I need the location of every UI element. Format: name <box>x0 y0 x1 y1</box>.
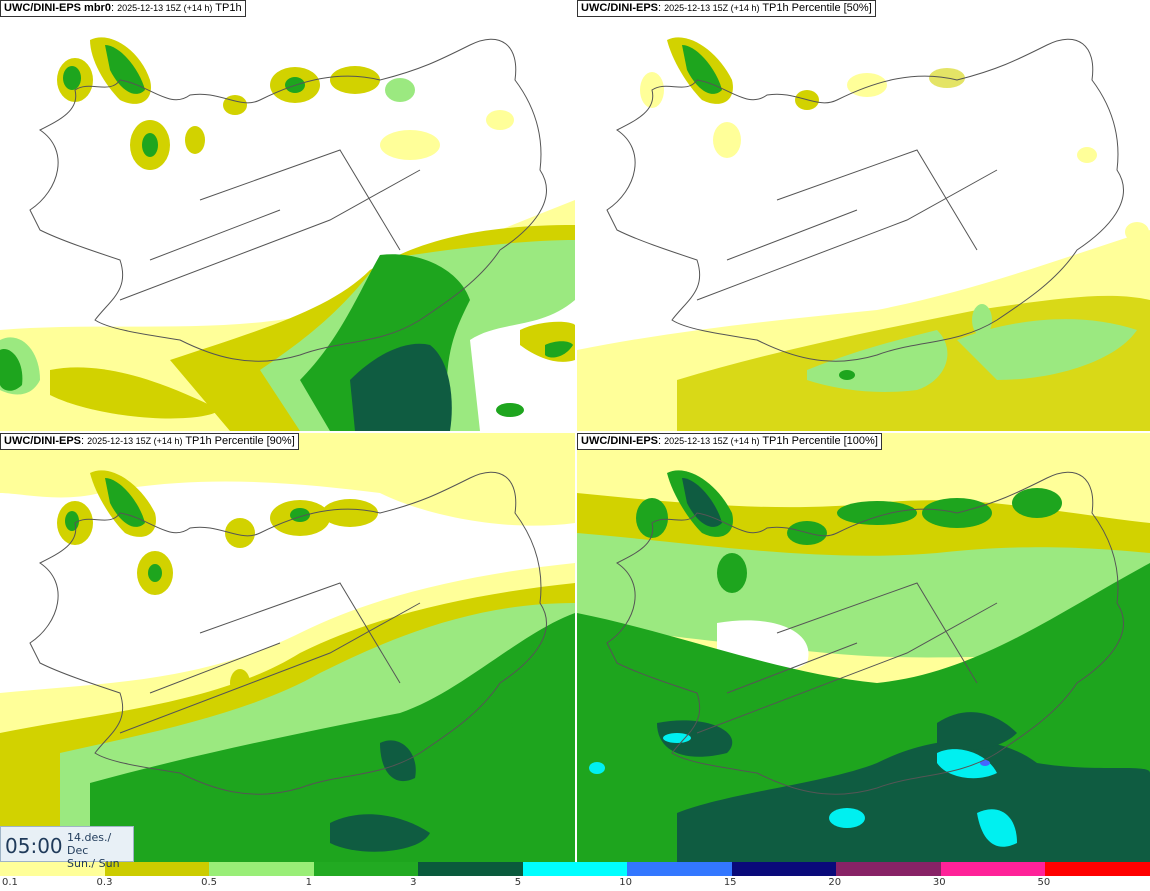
panel-model: UWC/DINI-EPS <box>4 435 81 447</box>
colorbar-segment <box>940 862 1047 876</box>
map-panel-p100: UWC/DINI-EPS: 2025-12-13 15Z (+14 h) TP1… <box>577 433 1150 862</box>
colorbar-segment <box>104 862 211 876</box>
colorbar-segment <box>836 862 942 876</box>
colorbar-tick-label: 0.3 <box>96 877 113 888</box>
panel-model: UWC/DINI-EPS mbr0 <box>4 2 111 14</box>
valid-day: Sun./ Sun <box>67 857 120 870</box>
colorbar-tick-label: 10 <box>619 877 632 888</box>
colorbar-segment <box>522 862 629 876</box>
valid-date-lines: 14.des./ Dec Sun./ Sun <box>67 831 133 870</box>
colorbar-tick-label: 15 <box>723 877 737 888</box>
panel-title-p50: UWC/DINI-EPS: 2025-12-13 15Z (+14 h) TP1… <box>577 0 876 17</box>
map-panel-p90: UWC/DINI-EPS: 2025-12-13 15Z (+14 h) TP1… <box>0 433 575 862</box>
panel-date: 2025-12-13 15Z (+14 h) <box>664 436 760 446</box>
colorbar-segment <box>313 862 420 876</box>
panel-title-p100: UWC/DINI-EPS: 2025-12-13 15Z (+14 h) TP1… <box>577 433 882 450</box>
map-panel-p50: UWC/DINI-EPS: 2025-12-13 15Z (+14 h) TP1… <box>577 0 1150 431</box>
panel-variable: TP1h <box>215 2 242 14</box>
coastline <box>606 471 1124 795</box>
panel-variable: TP1h Percentile [50%] <box>762 2 872 14</box>
colorbar-tick-label: 3 <box>410 877 417 888</box>
precip-field <box>0 37 575 431</box>
precip-map-p100 <box>577 433 1150 862</box>
colorbar-tick-label: 0.5 <box>201 877 217 888</box>
coastline <box>29 38 547 362</box>
panel-title-mbr0: UWC/DINI-EPS mbr0: 2025-12-13 15Z (+14 h… <box>0 0 246 17</box>
coastline <box>606 38 1124 362</box>
panel-model: UWC/DINI-EPS <box>581 2 658 14</box>
colorbar-segment <box>731 862 838 876</box>
panel-date: 2025-12-13 15Z (+14 h) <box>87 436 183 446</box>
panel-variable: TP1h Percentile [100%] <box>762 435 878 447</box>
panel-divider-horizontal <box>0 431 1150 433</box>
colorbar-tick-label: 1 <box>305 877 312 888</box>
colorbar-tick-label: 0.1 <box>2 877 18 888</box>
panel-date: 2025-12-13 15Z (+14 h) <box>117 3 213 13</box>
precip-map-p50 <box>577 37 1150 431</box>
map-panel-mbr0: UWC/DINI-EPS mbr0: 2025-12-13 15Z (+14 h… <box>0 0 575 431</box>
colorbar-segment <box>1045 862 1150 876</box>
colorbar-segment <box>0 862 106 876</box>
precip-field <box>577 37 1150 431</box>
valid-time-box: 05:00 14.des./ Dec Sun./ Sun <box>0 826 134 870</box>
colorbar-tick-label: 5 <box>514 877 522 888</box>
colorbar-tick-label: 50 <box>1037 877 1051 888</box>
precip-field <box>577 433 1150 862</box>
panel-title-p90: UWC/DINI-EPS: 2025-12-13 15Z (+14 h) TP1… <box>0 433 299 450</box>
panel-model: UWC/DINI-EPS <box>581 435 658 447</box>
valid-time: 05:00 <box>5 834 63 858</box>
precip-field <box>0 433 575 862</box>
precip-colorbar: 0.1 0.3 0.5 1 3 5 10 15 20 30 50 <box>0 862 1150 891</box>
valid-date: 14.des./ Dec <box>67 831 112 857</box>
panel-variable: TP1h Percentile [90%] <box>185 435 295 447</box>
precip-map-mbr0 <box>0 37 575 431</box>
precip-map-p90 <box>0 433 575 862</box>
colorbar-segment <box>418 862 524 876</box>
coastline <box>29 471 547 795</box>
colorbar-segment <box>209 862 315 876</box>
colorbar-segment <box>627 862 733 876</box>
colorbar-tick-label: 20 <box>828 877 842 888</box>
panel-date: 2025-12-13 15Z (+14 h) <box>664 3 760 13</box>
colorbar-tick-label: 30 <box>932 877 946 888</box>
